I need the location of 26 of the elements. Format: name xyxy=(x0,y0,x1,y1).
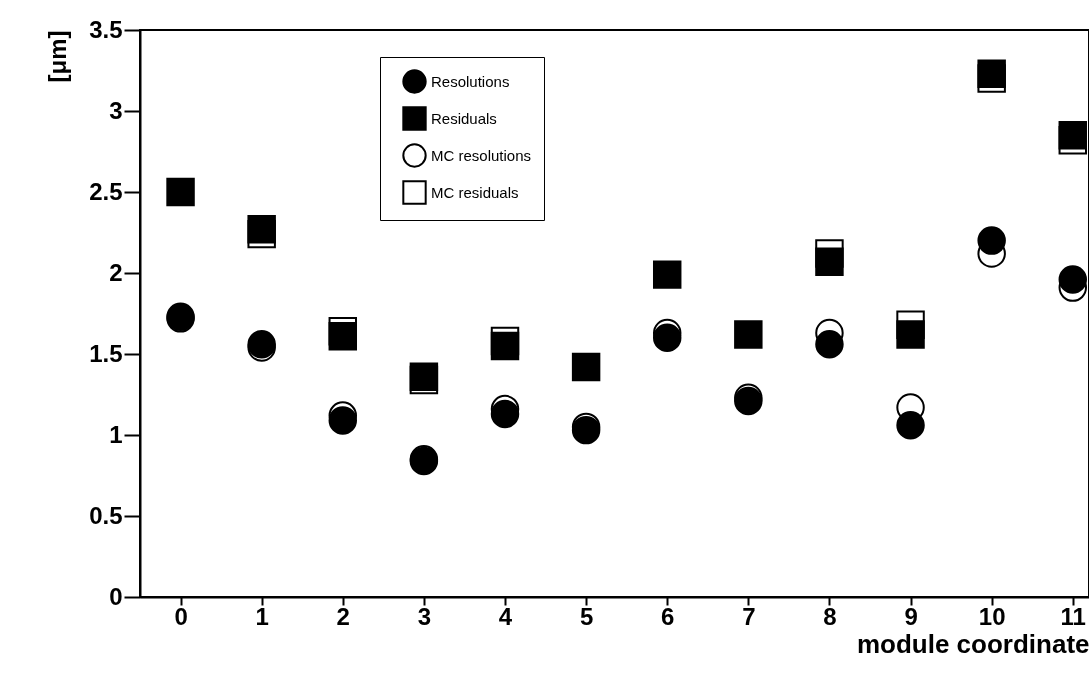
legend-label: MC residuals xyxy=(431,183,519,201)
y-tick-label: 3.5 xyxy=(89,15,123,43)
y-tick-label: 1.5 xyxy=(89,339,123,367)
x-tick-label: 1 xyxy=(255,602,269,630)
x-tick-label: 3 xyxy=(417,602,432,630)
y-tick-label: 1 xyxy=(109,420,123,448)
legend-label: Resolutions xyxy=(431,72,510,90)
y-tick-label: 3 xyxy=(109,96,123,124)
x-tick-label: 7 xyxy=(742,602,756,630)
x-tick-label: 11 xyxy=(1060,602,1086,630)
y-tick-label: 2 xyxy=(109,258,123,286)
y-tick-label: 0.5 xyxy=(89,501,123,529)
x-tick-label: 10 xyxy=(978,602,1006,630)
y-axis-title: [μm] xyxy=(44,30,72,83)
legend-label: MC resolutions xyxy=(431,146,532,164)
x-tick-label: 4 xyxy=(498,602,513,630)
legend-label: Residuals xyxy=(431,109,497,127)
x-tick-label: 9 xyxy=(904,602,918,630)
x-axis-title: module coordinate xyxy=(856,628,1089,659)
x-tick-label: 8 xyxy=(823,602,837,630)
x-tick-label: 5 xyxy=(579,602,594,630)
x-tick-label: 2 xyxy=(336,602,350,630)
y-tick-label: 2.5 xyxy=(89,177,123,205)
x-tick-label: 0 xyxy=(174,602,188,630)
y-tick-label: 0 xyxy=(109,582,123,610)
x-tick-label: 6 xyxy=(661,602,675,630)
